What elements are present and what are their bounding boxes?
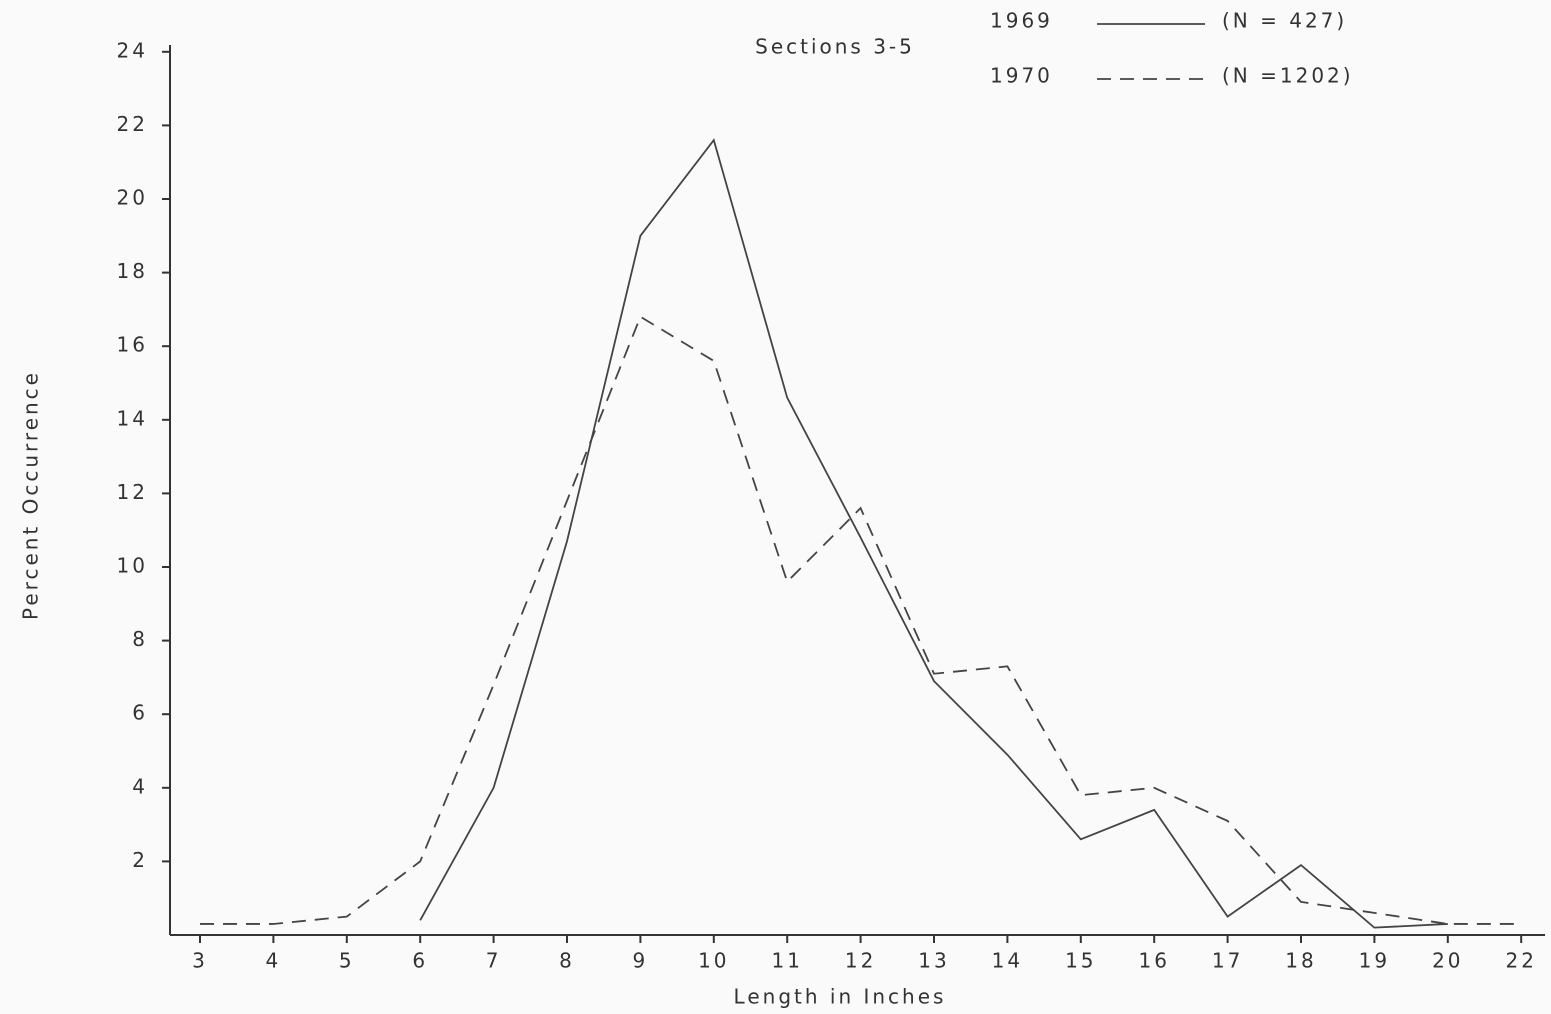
x-tick-label: 17 [1212,949,1243,973]
y-tick-label: 4 [132,774,148,798]
x-tick-label: 6 [412,949,428,973]
y-tick-label: 22 [117,112,148,136]
y-axis-label: Percent Occurrence [19,370,43,620]
x-tick-label: 16 [1138,949,1169,973]
x-tick-label: 7 [486,949,502,973]
x-tick-label: 8 [559,949,575,973]
x-axis-label: Length in Inches [734,985,947,1009]
y-tick-label: 18 [117,259,148,283]
x-tick-label: 15 [1065,949,1096,973]
x-tick-label: 10 [698,949,729,973]
x-tick-label: 18 [1285,949,1316,973]
x-tick-label: 5 [339,949,355,973]
x-tick-label: 19 [1359,949,1390,973]
y-tick-label: 14 [117,406,148,430]
x-tick-label: 22 [1505,949,1536,973]
chart-title: Sections 3-5 [755,35,915,59]
legend-note: (N = 427) [1222,9,1347,33]
y-tick-label: 24 [117,38,148,62]
series-line [200,315,1522,925]
x-tick-label: 14 [992,949,1023,973]
y-tick-label: 10 [117,554,148,578]
legend-label: 1969 [990,9,1053,33]
x-tick-label: 9 [633,949,649,973]
x-tick-label: 4 [266,949,282,973]
y-tick-label: 20 [117,186,148,210]
legend-note: (N =1202) [1222,64,1354,88]
x-tick-label: 13 [918,949,949,973]
y-tick-label: 16 [117,333,148,357]
x-tick-label: 20 [1432,949,1463,973]
y-tick-label: 2 [132,848,148,872]
series-line [419,138,1448,929]
y-tick-label: 6 [132,701,148,725]
x-tick-label: 11 [771,949,802,973]
y-tick-label: 8 [132,627,148,651]
x-tick-label: 3 [192,949,208,973]
y-tick-label: 12 [117,480,148,504]
legend-label: 1970 [990,64,1053,88]
x-tick-label: 12 [845,949,876,973]
